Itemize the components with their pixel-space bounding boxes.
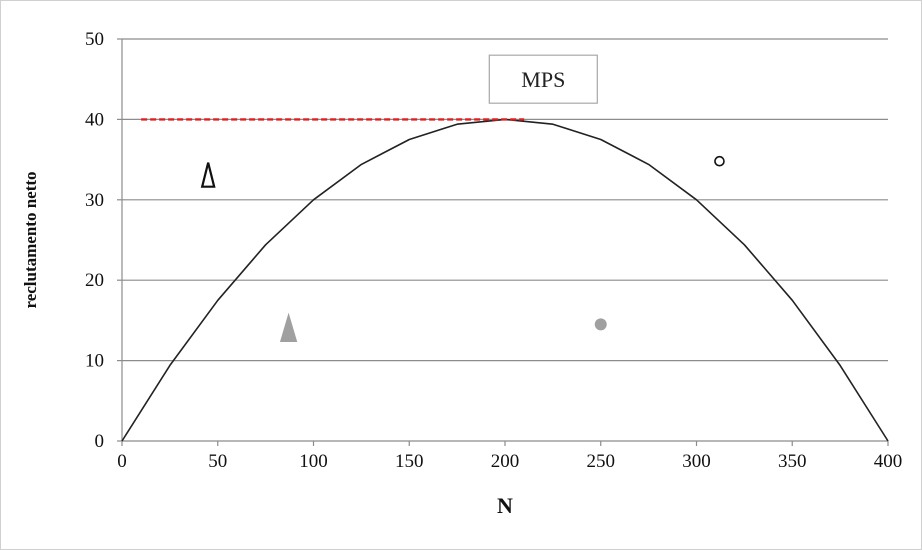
- mps-label-box: [488, 54, 598, 104]
- annotation-layer: MPS: [488, 54, 598, 104]
- y-axis-label: reclutamento netto: [21, 171, 40, 308]
- y-tick-label-0: 0: [95, 431, 105, 452]
- x-axis-label: N: [497, 493, 513, 518]
- x-tick-label-300: 300: [682, 451, 711, 472]
- y-tick-labels: 0 10 20 30 40 50: [85, 29, 104, 452]
- axes: [117, 38, 889, 446]
- marker-circle-open-3: [714, 155, 725, 167]
- x-tick-label-150: 150: [395, 451, 424, 472]
- y-tick-label-30: 30: [85, 190, 104, 211]
- y-tick-label-50: 50: [85, 29, 104, 50]
- x-tick-label-100: 100: [299, 451, 328, 472]
- marker-triangle-filled-1: [279, 312, 298, 342]
- grid-lines: [122, 38, 888, 362]
- marker-triangle-open-0: [200, 162, 216, 188]
- y-tick-label-10: 10: [85, 351, 104, 372]
- markers-layer: [200, 155, 725, 342]
- marker-circle-filled-2: [594, 318, 607, 331]
- y-tick-label-20: 20: [85, 270, 104, 291]
- x-tick-label-50: 50: [208, 451, 227, 472]
- x-tick-label-350: 350: [778, 451, 807, 472]
- x-tick-label-400: 400: [874, 451, 903, 472]
- x-tick-label-0: 0: [117, 451, 127, 472]
- x-tick-labels: 0 50 100 150 200 250 300 350 400: [117, 451, 902, 472]
- y-tick-label-40: 40: [85, 109, 104, 130]
- mps-label-text: MPS: [521, 67, 565, 92]
- x-tick-label-200: 200: [491, 451, 520, 472]
- x-tick-label-250: 250: [587, 451, 616, 472]
